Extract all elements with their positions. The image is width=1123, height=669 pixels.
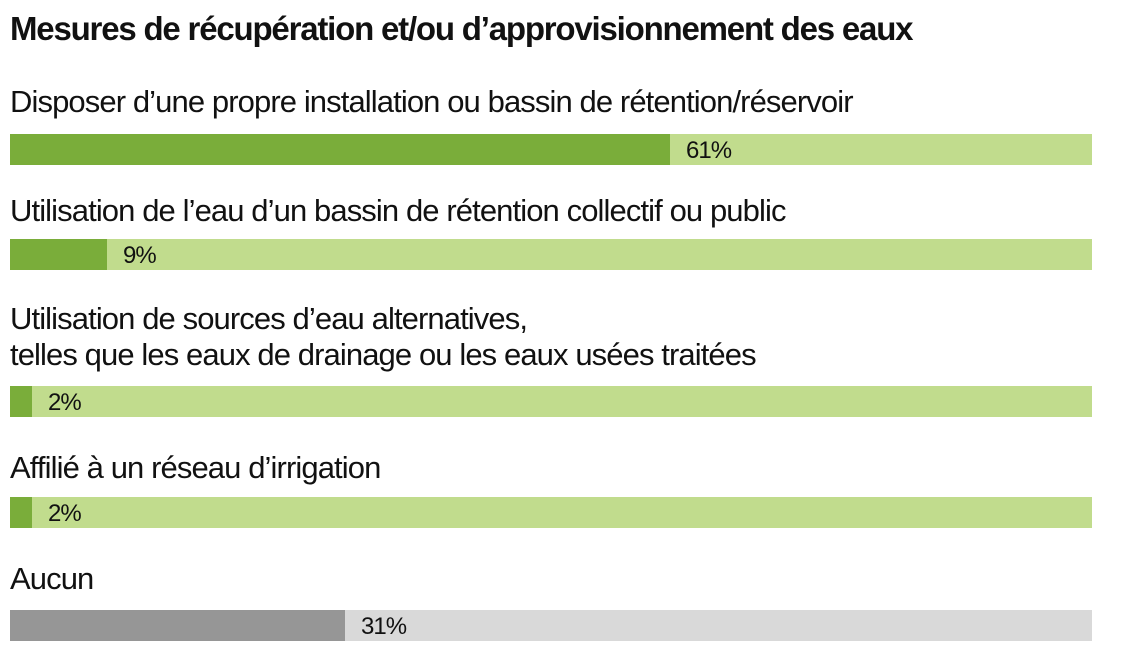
category-label: telles que les eaux de drainage ou les e… (10, 337, 757, 372)
bar-track: 2% (10, 497, 1092, 528)
bar (10, 497, 32, 528)
data-label: 9% (123, 242, 157, 269)
bar-track: 2% (10, 386, 1092, 417)
bar (10, 610, 345, 641)
bar-track: 61% (10, 134, 1092, 165)
bar (10, 239, 107, 270)
data-label: 2% (48, 389, 82, 416)
category-label: Utilisation de sources d’eau alternative… (10, 301, 528, 336)
data-label: 61% (686, 137, 732, 164)
bar (10, 386, 32, 417)
category-label: Affilié à un réseau d’irrigation (10, 450, 381, 485)
bar-track: 9% (10, 239, 1092, 270)
bar (10, 134, 670, 165)
data-label: 2% (48, 500, 82, 527)
bar-track: 31% (10, 610, 1092, 641)
chart-title: Mesures de récupération et/ou d’approvis… (10, 10, 914, 47)
category-label: Utilisation de l’eau d’un bassin de réte… (10, 193, 786, 228)
category-label: Aucun (10, 561, 94, 596)
data-label: 31% (361, 613, 407, 640)
category-label: Disposer d’une propre installation ou ba… (10, 84, 854, 119)
